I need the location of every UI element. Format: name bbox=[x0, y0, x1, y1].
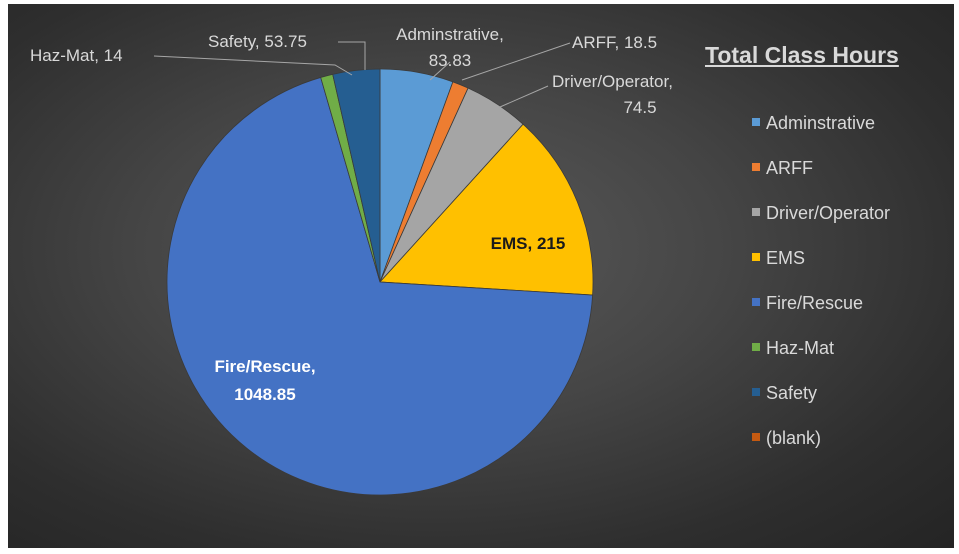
data-label-adminstrative: 83.83 bbox=[429, 51, 472, 70]
legend-swatch-icon bbox=[752, 388, 760, 397]
pie-slice-safety bbox=[332, 68, 381, 283]
legend-item-blank: (blank) bbox=[752, 427, 952, 472]
data-label-driver-operator: 74.5 bbox=[623, 98, 656, 117]
legend-label: EMS bbox=[766, 248, 806, 268]
data-label-adminstrative: Adminstrative, bbox=[396, 25, 504, 44]
legend-item-fire-rescue: Fire/Rescue bbox=[752, 292, 952, 337]
legend-label: Haz-Mat bbox=[766, 338, 835, 358]
legend-swatch-icon bbox=[752, 163, 760, 172]
data-label-driver-operator: Driver/Operator, bbox=[552, 72, 673, 91]
data-label-arff: ARFF, 18.5 bbox=[572, 33, 657, 52]
leader-line-haz-mat bbox=[153, 55, 353, 76]
leader-line-safety bbox=[338, 41, 366, 70]
pie-slice-fire-rescue bbox=[166, 76, 594, 496]
legend-label: Safety bbox=[766, 383, 818, 403]
legend-item-haz-mat: Haz-Mat bbox=[752, 337, 952, 382]
legend-item-arff: ARFF bbox=[752, 157, 952, 202]
legend-label: (blank) bbox=[766, 428, 822, 448]
legend-label: ARFF bbox=[766, 158, 813, 178]
legend-label: Fire/Rescue bbox=[766, 293, 864, 313]
data-label-ems: EMS, 215 bbox=[491, 234, 566, 253]
data-label-fire-rescue: Fire/Rescue, bbox=[214, 357, 315, 376]
data-label-fire-rescue: 1048.85 bbox=[234, 385, 295, 404]
leader-line-driver-operator bbox=[499, 85, 549, 108]
legend-swatch-icon bbox=[752, 433, 760, 442]
legend-item-adminstrative: Adminstrative bbox=[752, 112, 952, 157]
legend-swatch-icon bbox=[752, 343, 760, 352]
legend-swatch-icon bbox=[752, 253, 760, 262]
legend-label: Adminstrative bbox=[766, 113, 876, 133]
pie-slice-ems bbox=[379, 123, 594, 296]
leader-line-arff bbox=[461, 42, 571, 81]
data-label-haz-mat: Haz-Mat, 14 bbox=[30, 46, 123, 65]
legend-label: Driver/Operator bbox=[766, 203, 891, 223]
legend: Adminstrative ARFF Driver/Operator EMS Fire/… bbox=[752, 112, 952, 472]
data-label-safety: Safety, 53.75 bbox=[208, 32, 307, 51]
chart-title: Total Class Hours bbox=[705, 42, 899, 68]
legend-item-driver-operator: Driver/Operator bbox=[752, 202, 952, 247]
legend-swatch-icon bbox=[752, 298, 760, 307]
leader-line-adminstrative bbox=[429, 61, 451, 81]
legend-item-safety: Safety bbox=[752, 382, 952, 427]
legend-swatch-icon bbox=[752, 208, 760, 217]
legend-item-ems: EMS bbox=[752, 247, 952, 292]
legend-swatch-icon bbox=[752, 118, 760, 127]
